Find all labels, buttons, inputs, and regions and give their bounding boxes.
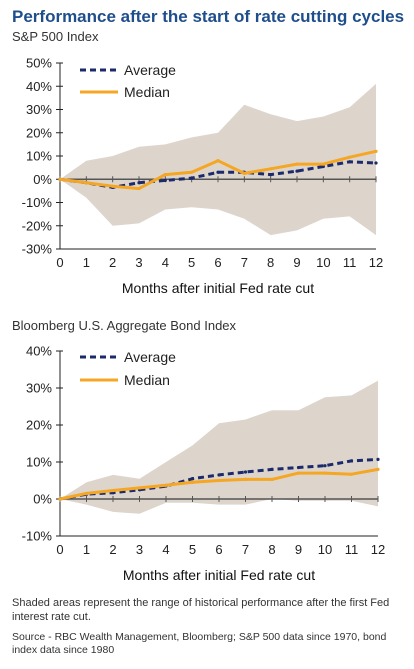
chart-1-x-tick-label: 7 xyxy=(242,542,249,557)
chart-1-x-tick-label: 12 xyxy=(371,542,385,557)
chart-0-average-point xyxy=(374,161,378,165)
chart-1-median-point xyxy=(243,477,248,481)
chart-1-x-tick-label: 3 xyxy=(136,542,143,557)
chart-1-y-tick-label: 20% xyxy=(26,418,52,433)
chart-1-y-tick-label: 0% xyxy=(33,492,52,507)
chart-0-x-tick-label: 3 xyxy=(135,255,142,270)
chart-0-x-tick-label: 6 xyxy=(214,255,221,270)
chart-0-y-tick-label: -30% xyxy=(22,242,53,257)
shaded-area-note: Shaded areas represent the range of hist… xyxy=(12,597,390,623)
chart-0-x-axis-label: Months after initial Fed rate cut xyxy=(122,280,314,296)
chart-0-x-tick-label: 12 xyxy=(369,255,383,270)
chart-0-average-point xyxy=(137,181,141,185)
chart-0-average-point xyxy=(348,160,352,164)
bond-chart: -10%0%10%20%30%40%0 1 2 3 4 5 6 7 8 9 10 11 12Averag… xyxy=(22,344,386,584)
chart-1-y-tick-label: -10% xyxy=(22,529,53,544)
chart-0-y-tick-label: -20% xyxy=(22,218,53,233)
chart-1-x-tick-label: 4 xyxy=(162,542,169,557)
bond-chart-title: Bloomberg U.S. Aggregate Bond Index xyxy=(12,318,237,333)
chart-0-y-tick-label: -10% xyxy=(22,195,53,210)
chart-1-median-point xyxy=(323,471,327,475)
chart-1-x-tick-label: 1 xyxy=(83,542,90,557)
chart-0-average-point xyxy=(269,173,273,177)
source-note: Source - RBC Wealth Management, Bloomber… xyxy=(12,631,387,656)
chart-0-median-point xyxy=(321,162,325,166)
chart-1-median-point xyxy=(58,497,62,501)
chart-1-median-point xyxy=(84,491,89,496)
chart-1-x-tick-label: 9 xyxy=(295,542,302,557)
chart-1-x-tick-label: 2 xyxy=(109,542,116,557)
chart-0-median-point xyxy=(348,155,352,159)
chart-0-x-tick-label: 5 xyxy=(188,255,195,270)
chart-1-median-point xyxy=(164,483,168,487)
chart-0-median-point xyxy=(295,162,299,166)
chart-1-x-tick-label: 6 xyxy=(215,542,222,557)
chart-1-y-tick-label: 40% xyxy=(26,344,52,359)
chart-1-median-point xyxy=(376,467,380,471)
chart-0-x-tick-label: 2 xyxy=(109,255,116,270)
chart-1-average-point xyxy=(217,473,221,477)
chart-1-x-tick-label: 10 xyxy=(318,542,332,557)
chart-1-x-tick-label: 11 xyxy=(345,542,359,557)
chart-0-average-point xyxy=(216,170,220,174)
chart-0-median-point xyxy=(242,171,246,176)
chart-0-x-tick-label: 1 xyxy=(83,255,90,270)
chart-0-legend-average-label: Average xyxy=(124,62,176,78)
chart-1-median-point xyxy=(217,478,221,483)
chart-1-average-point xyxy=(243,470,248,474)
chart-0-y-tick-label: 10% xyxy=(26,149,52,164)
chart-0-median-point xyxy=(374,149,378,153)
chart-1-average-point xyxy=(190,477,195,481)
chart-0-median-point xyxy=(216,159,220,163)
chart-1-x-axis-label: Months after initial Fed rate cut xyxy=(123,567,315,583)
chart-0-median-point xyxy=(269,167,273,171)
chart-1-range-band xyxy=(60,380,378,514)
chart-1-median-point xyxy=(111,488,115,493)
chart-1-average-point xyxy=(349,459,354,463)
chart-0-median-point xyxy=(190,170,194,174)
chart-1-x-tick-label: 8 xyxy=(268,542,275,557)
chart-0-x-tick-label: 9 xyxy=(293,255,300,270)
chart-0-x-tick-label: 8 xyxy=(267,255,274,270)
chart-1-y-tick-label: 30% xyxy=(26,381,52,396)
chart-1-average-point xyxy=(376,457,380,462)
chart-0-y-tick-label: 0% xyxy=(33,172,52,187)
chart-1-median-point xyxy=(137,486,142,490)
chart-1-average-point xyxy=(270,467,274,471)
sp500-chart-title: S&P 500 Index xyxy=(12,29,99,44)
chart-1-y-tick-label: 10% xyxy=(26,455,52,470)
chart-0-average-point xyxy=(190,176,194,180)
chart-0-average-point xyxy=(163,178,167,183)
chart-1-legend-median-label: Median xyxy=(124,372,170,388)
chart-1-median-point xyxy=(349,472,354,476)
chart-1-legend-average-label: Average xyxy=(124,349,176,365)
chart-0-average-point xyxy=(295,169,299,173)
chart-0-y-tick-label: 20% xyxy=(26,125,52,140)
chart-0-y-tick-label: 30% xyxy=(26,102,52,117)
chart-0-x-tick-label: 4 xyxy=(162,255,169,270)
chart-1-median-point xyxy=(270,477,274,481)
chart-0-x-tick-label: 11 xyxy=(343,255,357,270)
chart-0-median-point xyxy=(111,184,115,188)
chart-0-legend-median-label: Median xyxy=(124,84,170,100)
chart-1-x-tick-label: 0 xyxy=(56,542,63,557)
chart-0-median-point xyxy=(58,177,62,181)
chart-0-y-tick-label: 50% xyxy=(26,56,52,71)
chart-0-x-tick-label: 0 xyxy=(56,255,63,270)
chart-0-y-tick-label: 40% xyxy=(26,79,52,94)
chart-1-median-point xyxy=(190,480,195,484)
chart-1-average-point xyxy=(323,464,327,468)
sp500-chart: -30%-20%-10%0%10%20%30%40%50%0 1 2 3 4 5 6 7 8 9 1… xyxy=(22,56,384,297)
chart-0-median-point xyxy=(84,181,88,185)
chart-0-median-point xyxy=(137,186,141,191)
chart-0-median-point xyxy=(163,173,167,177)
chart-1-average-point xyxy=(296,465,301,470)
chart-1-median-point xyxy=(296,471,301,475)
chart-0-average-point xyxy=(321,164,325,169)
chart-0-x-tick-label: 10 xyxy=(316,255,330,270)
page-title: Performance after the start of rate cutt… xyxy=(12,7,405,26)
chart-1-x-tick-label: 5 xyxy=(189,542,196,557)
chart-0-x-tick-label: 7 xyxy=(241,255,248,270)
